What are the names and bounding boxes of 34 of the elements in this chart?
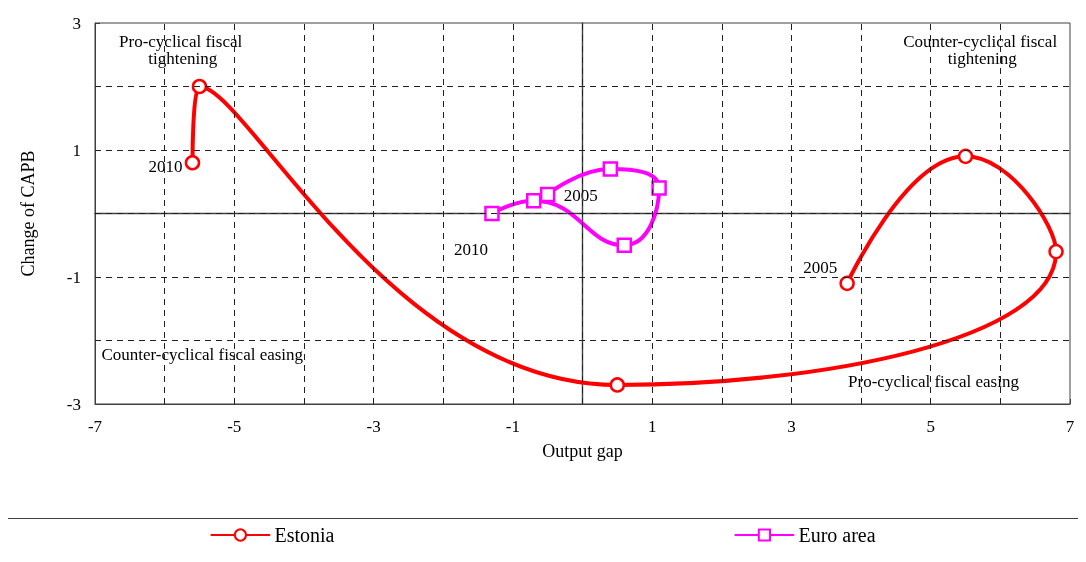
point <box>616 237 633 253</box>
x-tick-label: -5 <box>227 417 242 436</box>
point <box>191 78 208 95</box>
point <box>602 161 619 177</box>
point <box>1048 243 1064 260</box>
y-tick-label: -3 <box>66 394 81 414</box>
x-tick-label: 3 <box>787 417 796 436</box>
point <box>839 275 855 292</box>
y-tick-label: -1 <box>66 267 81 287</box>
annotation: Counter-cyclical fiscal tightening <box>903 31 1062 68</box>
y-tick-label: 1 <box>72 140 81 160</box>
point <box>484 205 500 222</box>
x-tick-label: 1 <box>647 417 657 436</box>
annotation: Pro-cyclical fiscal easing <box>848 371 1020 391</box>
annotation: Counter-cyclical fiscal easing <box>101 344 304 364</box>
y-tick-label: 3 <box>72 13 81 33</box>
legend-label: Euro area <box>798 524 876 546</box>
point <box>651 180 667 196</box>
x-tick-label: 5 <box>926 417 935 436</box>
y-axis-title: Change of CAPB <box>18 150 38 277</box>
x-tick-label: -1 <box>505 417 520 436</box>
point <box>609 377 626 393</box>
point <box>957 148 974 165</box>
annotation: 2010 <box>148 157 183 177</box>
x-tick-label: -7 <box>87 417 103 436</box>
x-axis-title: Output gap <box>542 441 623 461</box>
legend-label: Estonia <box>274 524 335 546</box>
annotation: 2010 <box>453 240 488 259</box>
x-tick-label: 7 <box>1065 417 1075 436</box>
point <box>526 193 542 209</box>
annotation: 2005 <box>803 257 838 277</box>
x-tick-label: -3 <box>366 417 381 436</box>
annotation: Pro-cyclical fiscal tightening <box>119 31 247 68</box>
point <box>184 154 201 171</box>
